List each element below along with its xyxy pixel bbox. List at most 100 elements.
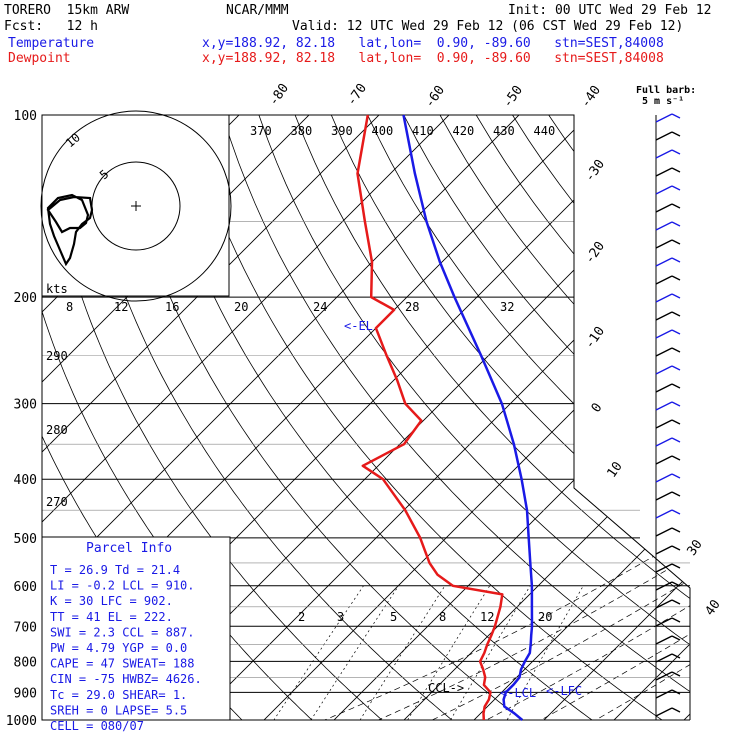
- wind-barb-flag: [671, 635, 681, 641]
- pressure-label: 800: [14, 655, 37, 670]
- moist-adiabat: [293, 296, 690, 720]
- dry-adiabat: [425, 115, 690, 720]
- isotherm-line: [530, 115, 690, 720]
- theta-label: 440: [534, 124, 556, 138]
- wind-barb: [655, 509, 673, 519]
- mixing-ratio-line: [265, 585, 364, 720]
- parcel-row: SREH = 0 LAPSE= 5.5: [50, 703, 187, 717]
- wind-barb: [655, 149, 673, 159]
- wind-barb-flag: [671, 311, 681, 317]
- wind-barb-flag: [671, 455, 681, 461]
- dry-adiabat: [707, 87, 740, 733]
- wind-barb-flag: [671, 689, 681, 695]
- wind-barb: [655, 527, 673, 537]
- moist-adiabat: [517, 296, 690, 720]
- wind-barb-flag: [671, 167, 681, 173]
- isotherm-labels: -80 -70 -60 -50 -40 -30 -20 -10 0 10 30 40: [266, 81, 724, 619]
- theta-label: 370: [250, 124, 272, 138]
- pressure-label: 100: [14, 109, 37, 124]
- dry-adiabat: [636, 115, 690, 720]
- level-markers: CCL-> <-LCL <-LFC <-EL: [344, 319, 582, 700]
- parcel-row: K = 30 LFC = 902.: [50, 594, 173, 608]
- theta-left-label: 290: [46, 349, 68, 363]
- wind-barb-flag: [671, 707, 681, 713]
- pressure-label: 300: [14, 398, 37, 413]
- parcel-row: CAPE = 47 SWEAT= 188: [50, 657, 195, 671]
- hodograph-trace: [46, 193, 94, 267]
- pressure-label: 200: [14, 291, 37, 306]
- wind-barb-flag: [671, 293, 681, 299]
- wind-barb-flag: [671, 149, 681, 155]
- parcel-row: LI = -0.2 LCL = 910.: [50, 579, 195, 593]
- theta-label: 380: [291, 124, 313, 138]
- isotherm-label: -60: [422, 83, 448, 111]
- wind-barb: [655, 563, 673, 573]
- wind-barb-flag: [671, 437, 681, 443]
- isotherm-label: 10: [604, 459, 625, 480]
- mixing-ratio-labels: 2 3 5 8 12 20: [298, 610, 552, 624]
- isotherm-line: [42, 115, 408, 720]
- dry-adiabat: [671, 115, 690, 720]
- dry-adiabat: [249, 115, 690, 720]
- theta-label: 420: [453, 124, 475, 138]
- wind-barb: [655, 437, 673, 447]
- wind-barbs: [655, 113, 681, 720]
- isotherm-line: [390, 115, 690, 720]
- wind-barb: [655, 221, 673, 231]
- isotherm-label: 0: [589, 400, 606, 415]
- isotherm-label: -40: [578, 83, 604, 111]
- parcel-info-panel: Parcel Info T = 26.9 Td = 21.4 LI = -0.2 L…: [41, 536, 231, 733]
- wind-barb: [655, 131, 673, 141]
- wind-barb: [655, 635, 673, 645]
- isotherm-label: -30: [582, 157, 608, 185]
- wind-barb: [655, 239, 673, 249]
- isotherm-label: -20: [582, 239, 608, 267]
- parcel-row: SWI = 2.3 CCL = 887.: [50, 625, 195, 639]
- mixing-ratio-label: 5: [390, 610, 397, 624]
- theta-labels: 370 380 390 400 410 420 430 440 290 280 270: [46, 124, 555, 509]
- wind-barb-flag: [671, 527, 681, 533]
- profile-temperature: [402, 114, 534, 721]
- theta-label: 400: [372, 124, 394, 138]
- hodograph-speed-label: 16: [165, 300, 179, 314]
- isotherm-label: -70: [344, 81, 370, 109]
- mixing-ratio-label: 12: [480, 610, 494, 624]
- mixing-ratio-label: 2: [298, 610, 305, 624]
- barb-note: Full barb:5 m s⁻¹: [636, 85, 696, 107]
- isotherm-label: -80: [266, 81, 292, 109]
- isotherm-label: -50: [500, 83, 526, 111]
- wind-barb-flag: [671, 491, 681, 497]
- isotherm-line: [42, 115, 548, 720]
- level-marker-ccl: CCL->: [428, 681, 464, 695]
- pressure-label: 500: [14, 532, 37, 547]
- wind-barb: [655, 707, 673, 717]
- mixing-ratio-label: 20: [538, 610, 552, 624]
- theta-label: 430: [493, 124, 515, 138]
- legend-temperature: Temperature: [8, 36, 95, 51]
- pressure-axis-labels: 100 200 300 400 500 600 700 800 900 1000: [6, 109, 37, 729]
- pressure-label: 1000: [6, 714, 37, 729]
- wind-barb-flag: [671, 275, 681, 281]
- source-label: NCAR/MMM: [226, 3, 289, 18]
- wind-barb-flag: [671, 419, 681, 425]
- theta-label: 390: [331, 124, 353, 138]
- mixing-ratio-line: [302, 585, 399, 720]
- theta-left-label: 270: [46, 495, 68, 509]
- wind-barb-flag: [671, 545, 681, 551]
- wind-barb: [655, 581, 673, 591]
- parcel-row: TT = 41 EL = 222.: [50, 610, 173, 624]
- isotherm-label: 30: [684, 537, 705, 558]
- barb-note-line1: Full barb:: [636, 85, 696, 96]
- parcel-row: CIN = -75 HWBZ= 4626.: [50, 672, 202, 686]
- wind-barb: [655, 617, 673, 627]
- isotherm-label: 40: [702, 597, 723, 618]
- hodograph-speed-label: 32: [500, 300, 514, 314]
- wind-barb-flag: [671, 581, 681, 587]
- wind-barb: [655, 293, 673, 303]
- mixing-ratio-line: [442, 585, 531, 720]
- wind-barb-flag: [671, 131, 681, 137]
- init-time: Init: 00 UTC Wed 29 Feb 12: [508, 3, 712, 18]
- isotherm-line: [42, 115, 478, 720]
- isotherm-line: [670, 115, 690, 720]
